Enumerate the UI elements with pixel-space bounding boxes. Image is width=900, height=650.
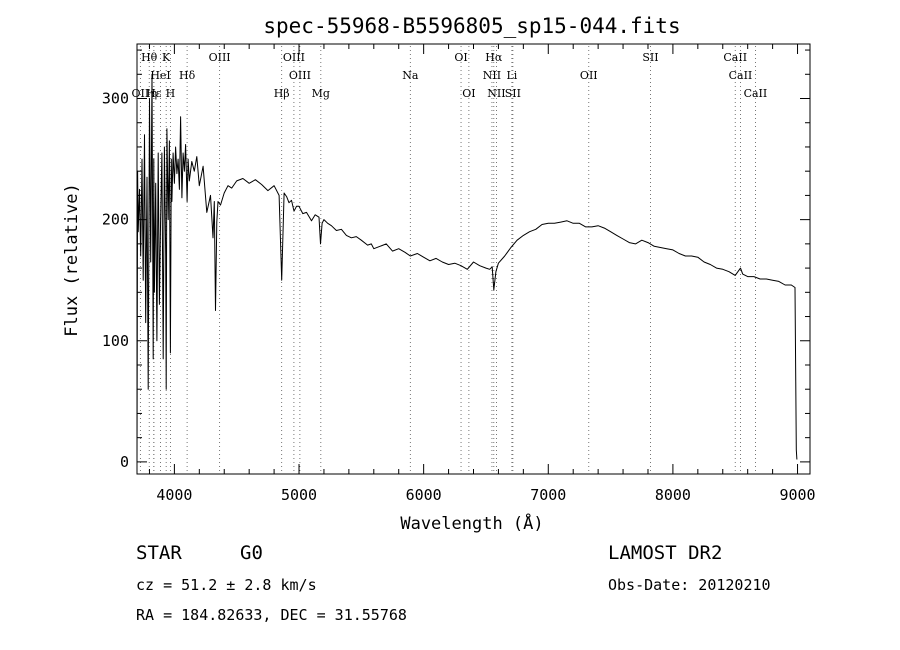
x-tick-label: 9000	[779, 486, 815, 504]
spectrum-series-0	[136, 73, 798, 460]
spectral-line-label: CaII	[723, 51, 747, 64]
x-tick-label: 6000	[406, 486, 442, 504]
spectral-line-label: Li	[506, 69, 517, 82]
spectral-line-label: Hθ	[141, 51, 158, 64]
object-subclass: G0	[240, 542, 263, 564]
spectral-line-label: CaII	[744, 87, 768, 100]
observation-date: Obs-Date: 20120210	[608, 576, 771, 594]
spectral-line-label: CaII	[729, 69, 753, 82]
survey-name: LAMOST DR2	[608, 542, 722, 564]
x-axis-label: Wavelength (Å)	[400, 512, 543, 534]
spectral-line-label: Hε	[146, 87, 162, 100]
spectral-line-label: OIII	[289, 69, 311, 82]
object-class: STAR	[136, 542, 182, 564]
y-tick-label: 0	[120, 453, 129, 471]
spectral-line-label: Hα	[485, 51, 503, 64]
plot-area	[136, 73, 798, 460]
y-tick-label: 200	[102, 211, 129, 229]
spectral-line-label: Hδ	[179, 69, 196, 82]
ra-dec-coordinates: RA = 184.82633, DEC = 31.55768	[136, 606, 407, 624]
spectral-line-label: HeI	[150, 69, 170, 82]
x-tick-label: 4000	[156, 486, 192, 504]
y-tick-label: 100	[102, 332, 129, 350]
spectral-line-label: OI	[462, 87, 475, 100]
spectral-line-label: NII	[483, 69, 501, 82]
spectral-line-label: OIII	[209, 51, 231, 64]
y-tick-label: 300	[102, 90, 129, 108]
spectral-line-label: Mg	[312, 87, 330, 100]
axes: 4000 5000 6000 7000 8000 9000 0 100 200 300	[102, 43, 816, 504]
spectral-line-label: H	[166, 87, 176, 100]
x-tick-label: 7000	[530, 486, 566, 504]
spectral-line-label: Na	[402, 69, 419, 82]
spectral-line-label: OIII	[283, 51, 305, 64]
chart-title: spec-55968-B5596805_sp15-044.fits	[263, 14, 680, 38]
spectral-line-label: NII	[487, 87, 505, 100]
redshift-cz: cz = 51.2 ± 2.8 km/s	[136, 576, 317, 594]
spectral-line-label: K	[162, 51, 171, 64]
plot-frame	[136, 43, 811, 475]
spectral-line-label: SII	[642, 51, 658, 64]
spectral-line-label: Hβ	[274, 87, 290, 100]
spectral-line-label: OII	[580, 69, 598, 82]
spectral-line-label: OII	[132, 87, 150, 100]
y-axis-label: Flux (relative)	[62, 183, 82, 337]
spectral-line-label: SII	[505, 87, 521, 100]
x-tick-label: 8000	[655, 486, 691, 504]
x-tick-label: 5000	[281, 486, 317, 504]
spectral-line-label: η	[151, 87, 158, 100]
spectral-line-label: OI	[454, 51, 467, 64]
